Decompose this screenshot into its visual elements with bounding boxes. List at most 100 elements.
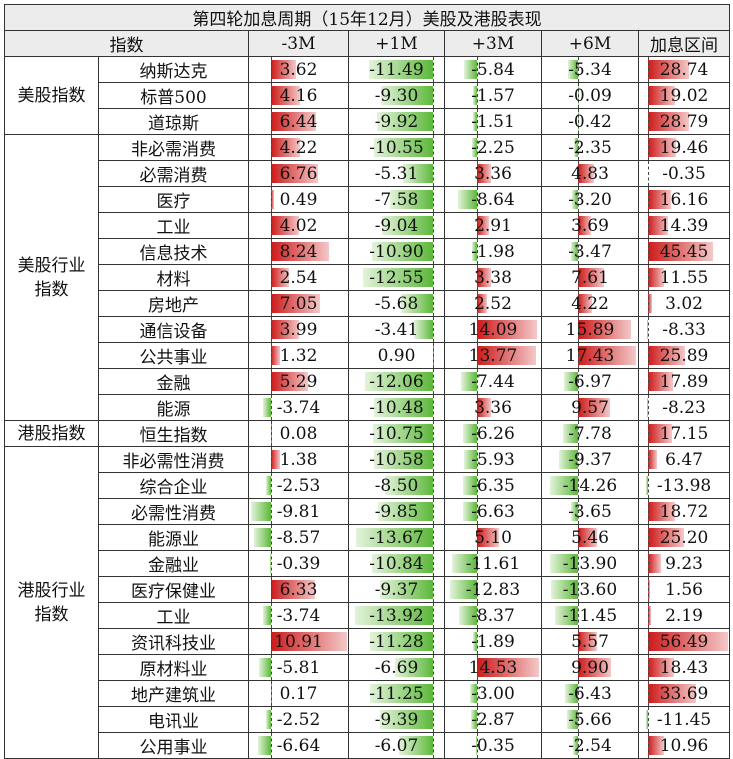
value-cell-hike-period: -0.35 <box>639 161 730 187</box>
positive-bar <box>648 554 661 573</box>
value-cell-minus-3m: 6.33 <box>249 577 349 603</box>
value-cell-plus-6m: -7.78 <box>542 421 639 447</box>
zero-axis <box>648 83 649 108</box>
value-cell-plus-3m: -7.44 <box>445 369 542 395</box>
zero-axis <box>271 447 272 472</box>
index-name: 道琼斯 <box>99 109 249 135</box>
group-label: 美股行业指数 <box>5 135 99 421</box>
value-text: -9.39 <box>375 710 419 730</box>
zero-axis <box>433 83 434 108</box>
header-index: 指数 <box>5 31 249 57</box>
value-text: 1.32 <box>280 346 318 366</box>
zero-axis <box>433 473 434 498</box>
value-text: -2.52 <box>277 710 321 730</box>
value-cell-plus-3m: 2.52 <box>445 291 542 317</box>
value-text: -10.75 <box>369 424 423 444</box>
value-text: 2.19 <box>665 606 703 626</box>
value-cell-plus-6m: 9.90 <box>542 655 639 681</box>
value-cell-hike-period: 10.96 <box>639 733 730 759</box>
value-cell-plus-3m: 5.10 <box>445 525 542 551</box>
value-text: 13.77 <box>469 346 518 366</box>
value-text: -10.84 <box>369 554 423 574</box>
index-name: 材料 <box>99 265 249 291</box>
zero-axis <box>433 109 434 134</box>
zero-axis <box>433 369 434 394</box>
index-name: 信息技术 <box>99 239 249 265</box>
zero-axis <box>271 265 272 290</box>
value-cell-plus-6m: -11.45 <box>542 603 639 629</box>
value-cell-plus-3m: 14.53 <box>445 655 542 681</box>
value-text: -5.68 <box>375 294 419 314</box>
index-name: 通信设备 <box>99 317 249 343</box>
positive-bar <box>271 450 281 469</box>
zero-axis <box>433 317 434 342</box>
value-text: 25.20 <box>660 528 709 548</box>
index-name: 非必需性消费 <box>99 447 249 473</box>
value-cell-minus-3m: 6.76 <box>249 161 349 187</box>
value-text: 3.38 <box>474 268 512 288</box>
value-text: 18.43 <box>660 658 709 678</box>
value-cell-plus-3m: -8.37 <box>445 603 542 629</box>
value-text: -8.50 <box>375 476 419 496</box>
table-title: 第四轮加息周期（15年12月）美股及港股表现 <box>5 5 730 31</box>
index-name: 非必需消费 <box>99 135 249 161</box>
value-text: -10.58 <box>369 450 423 470</box>
value-cell-plus-3m: -8.64 <box>445 187 542 213</box>
value-text: 5.57 <box>571 632 609 652</box>
value-cell-plus-3m: -12.83 <box>445 577 542 603</box>
negative-bar <box>258 736 271 755</box>
value-text: -10.48 <box>369 398 423 418</box>
zero-axis <box>433 707 434 732</box>
value-text: -9.37 <box>375 580 419 600</box>
value-text: -11.45 <box>563 606 617 626</box>
value-cell-plus-6m: -3.20 <box>542 187 639 213</box>
value-text: 1.38 <box>280 450 318 470</box>
value-text: -3.74 <box>277 398 321 418</box>
value-text: -5.93 <box>471 450 515 470</box>
value-cell-minus-3m: 1.32 <box>249 343 349 369</box>
zero-axis <box>271 421 272 446</box>
negative-bar <box>254 528 271 547</box>
value-cell-plus-3m: 2.91 <box>445 213 542 239</box>
value-cell-minus-3m: 7.05 <box>249 291 349 317</box>
value-text: -1.89 <box>471 632 515 652</box>
value-cell-plus-6m: -5.34 <box>542 57 639 83</box>
value-text: -13.67 <box>369 528 423 548</box>
value-cell-hike-period: 56.49 <box>639 629 730 655</box>
value-cell-minus-3m: 8.24 <box>249 239 349 265</box>
header-row: 指数 -3M +1M +3M +6M 加息区间 <box>5 31 730 57</box>
header-plus-1m: +1M <box>349 31 445 57</box>
value-text: -1.57 <box>471 86 515 106</box>
value-cell-plus-3m: -11.61 <box>445 551 542 577</box>
value-text: 7.05 <box>280 294 318 314</box>
value-text: -0.35 <box>662 164 706 184</box>
negative-bar <box>263 606 270 625</box>
value-cell-plus-6m: 17.43 <box>542 343 639 369</box>
value-cell-plus-1m: -9.04 <box>349 213 445 239</box>
value-cell-hike-period: 19.02 <box>639 83 730 109</box>
title-row: 第四轮加息周期（15年12月）美股及港股表现 <box>5 5 730 31</box>
value-cell-plus-3m: -2.25 <box>445 135 542 161</box>
value-cell-plus-1m: -10.55 <box>349 135 445 161</box>
value-text: 5.10 <box>474 528 512 548</box>
index-name: 工业 <box>99 603 249 629</box>
value-cell-hike-period: 33.69 <box>639 681 730 707</box>
table-row: 综合企业-2.53-8.50-6.35-14.26-13.98 <box>5 473 730 499</box>
zero-axis <box>433 733 434 758</box>
value-cell-plus-6m: -3.65 <box>542 499 639 525</box>
value-cell-plus-3m: -1.89 <box>445 629 542 655</box>
index-name: 公共事业 <box>99 343 249 369</box>
value-text: 19.02 <box>660 86 709 106</box>
value-text: -6.43 <box>568 684 612 704</box>
value-text: -10.90 <box>369 242 423 262</box>
zero-axis <box>648 681 649 706</box>
value-text: -9.04 <box>375 216 419 236</box>
zero-axis <box>271 395 272 420</box>
value-text: 4.22 <box>571 294 609 314</box>
